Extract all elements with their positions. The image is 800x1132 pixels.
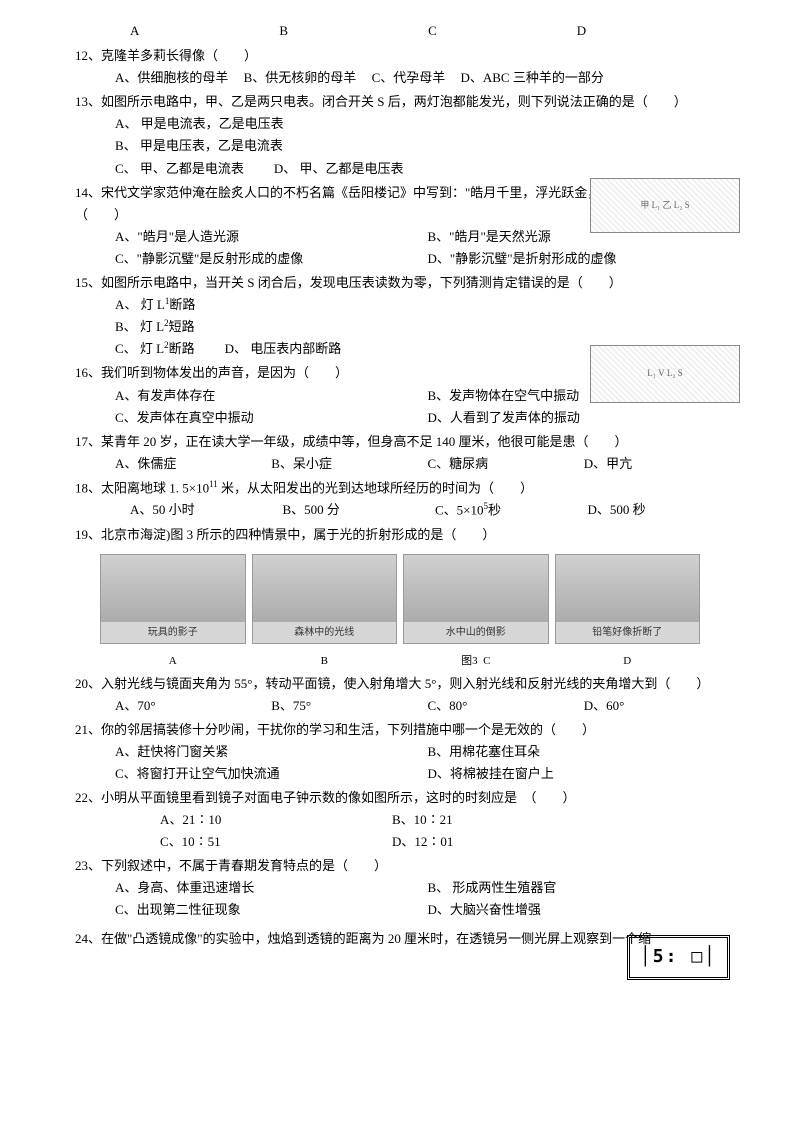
q20-stem: 20、入射光线与镜面夹角为 55°，转动平面镜，使入射角增大 5°，则入射光线和…	[60, 673, 740, 695]
q21-stem: 21、你的邻居搞装修十分吵闹，干扰你的学习和生活，下列措施中哪一个是无效的（ ）	[60, 719, 740, 741]
q15-stem: 15、如图所示电路中，当开关 S 闭合后，发现电压表读数为零，下列猜测肯定错误的…	[60, 272, 740, 294]
q18-options: A、50 小时 B、500 分 C、5×105秒 D、500 秒	[60, 499, 740, 521]
q13-cd: C、 甲、乙都是电流表 D、 甲、乙都是电压表	[60, 158, 740, 180]
q23-b: B、 形成两性生殖器官	[428, 877, 741, 899]
photo-d: 铅笔好像折断了	[555, 554, 701, 644]
q17-c: C、糖尿病	[428, 453, 584, 475]
q13-d: D、 甲、乙都是电压表	[274, 158, 404, 180]
q13-c: C、 甲、乙都是电流表	[115, 158, 244, 180]
q23-c: C、出现第二性征现象	[115, 899, 428, 921]
q13-stem: 13、如图所示电路中，甲、乙是两只电表。闭合开关 S 后，两灯泡都能发光，则下列…	[60, 91, 740, 113]
question-20: 20、入射光线与镜面夹角为 55°，转动平面镜，使入射角增大 5°，则入射光线和…	[60, 673, 740, 717]
q22-b: B、10∶21	[392, 809, 624, 831]
question-12: 12、克隆羊多莉长得像（ ） A、供细胞核的母羊 B、供无核卵的母羊 C、代孕母…	[60, 45, 740, 89]
q13-b: B、 甲是电压表，乙是电流表	[60, 135, 740, 157]
photo-a: 玩具的影子	[100, 554, 246, 644]
q20-b: B、75°	[271, 695, 427, 717]
q15-b: B、 灯 L2 短路	[60, 316, 740, 338]
q17-stem: 17、某青年 20 岁，正在读大学一年级，成绩中等，但身高不足 140 厘米，他…	[60, 431, 740, 453]
q12-options: A、供细胞核的母羊 B、供无核卵的母羊 C、代孕母羊 D、ABC 三种羊的一部分	[60, 67, 740, 89]
q12-c: C、代孕母羊	[372, 67, 446, 89]
question-17: 17、某青年 20 岁，正在读大学一年级，成绩中等，但身高不足 140 厘米，他…	[60, 431, 740, 475]
opt-c-header: C	[428, 20, 437, 42]
photo-c: 水中山的倒影	[403, 554, 549, 644]
q20-d: D、60°	[584, 695, 740, 717]
q19-photo-strip: 玩具的影子 森林中的光线 水中山的倒影 铅笔好像折断了	[60, 550, 740, 648]
q18-a: A、50 小时	[130, 499, 283, 521]
q12-b: B、供无核卵的母羊	[244, 67, 357, 89]
q23-stem: 23、下列叙述中，不属于青春期发育特点的是（ ）	[60, 855, 740, 877]
q16-c: C、发声体在真空中振动	[115, 407, 428, 429]
q16-a: A、有发声体存在	[115, 385, 428, 407]
circuit-diagram-2: L₁ V L₂ S	[590, 345, 740, 403]
q14-c: C、"静影沉璧"是反射形成的虚像	[115, 248, 428, 270]
circuit-diagram-1: 甲 L₁ 乙 L₂ S	[590, 178, 740, 233]
q15-a: A、 灯 L1 断路	[60, 294, 740, 316]
question-18: 18、太阳离地球 1. 5×1011 米，从太阳发出的光到达地球所经历的时间为（…	[60, 477, 740, 522]
q22-a: A、21∶10	[160, 809, 392, 831]
question-19: 19、北京市海淀)图 3 所示的四种情景中，属于光的折射形成的是（ ） 玩具的影…	[60, 524, 740, 671]
q20-a: A、70°	[115, 695, 271, 717]
opt-b-header: B	[279, 20, 288, 42]
q18-d: D、500 秒	[588, 499, 741, 521]
q12-stem: 12、克隆羊多莉长得像（ ）	[60, 45, 740, 67]
header-option-row: A B C D	[60, 20, 740, 42]
clock-mirror-image: │5: □│	[627, 935, 730, 980]
question-13: 13、如图所示电路中，甲、乙是两只电表。闭合开关 S 后，两灯泡都能发光，则下列…	[60, 91, 740, 179]
q23-a: A、身高、体重迅速增长	[115, 877, 428, 899]
q14-d: D、"静影沉璧"是折射形成的虚像	[428, 248, 741, 270]
q22-c: C、10∶51	[160, 831, 392, 853]
q12-d: D、ABC 三种羊的一部分	[460, 67, 603, 89]
q16-d: D、人看到了发声体的振动	[428, 407, 741, 429]
q19-labels: A B 图3 C D	[60, 652, 740, 671]
q18-c: C、5×105秒	[435, 499, 588, 521]
q17-d: D、甲亢	[584, 453, 740, 475]
q21-c: C、将窗打开让空气加快流通	[115, 763, 428, 785]
opt-d-header: D	[577, 20, 586, 42]
q21-a: A、赶快将门窗关紧	[115, 741, 428, 763]
q19-stem: 19、北京市海淀)图 3 所示的四种情景中，属于光的折射形成的是（ ）	[60, 524, 740, 546]
question-23: 23、下列叙述中，不属于青春期发育特点的是（ ） A、身高、体重迅速增长 B、 …	[60, 855, 740, 921]
q17-a: A、侏儒症	[115, 453, 271, 475]
q20-c: C、80°	[428, 695, 584, 717]
q21-d: D、将棉被挂在窗户上	[428, 763, 741, 785]
q21-options: A、赶快将门窗关紧 B、用棉花塞住耳朵 C、将窗打开让空气加快流通 D、将棉被挂…	[60, 741, 740, 785]
q12-a: A、供细胞核的母羊	[115, 67, 228, 89]
opt-a-header: A	[130, 20, 139, 42]
question-22: 22、小明从平面镜里看到镜子对面电子钟示数的像如图所示，这时的时刻应是 （ ） …	[60, 787, 740, 853]
q22-stem: 22、小明从平面镜里看到镜子对面电子钟示数的像如图所示，这时的时刻应是 （ ）	[60, 787, 740, 809]
q23-options: A、身高、体重迅速增长 B、 形成两性生殖器官 C、出现第二性征现象 D、大脑兴…	[60, 877, 740, 921]
q22-d: D、12∶01	[392, 831, 624, 853]
q13-a: A、 甲是电流表，乙是电压表	[60, 113, 740, 135]
q18-stem: 18、太阳离地球 1. 5×1011 米，从太阳发出的光到达地球所经历的时间为（…	[60, 477, 740, 499]
q21-b: B、用棉花塞住耳朵	[428, 741, 741, 763]
q17-b: B、呆小症	[271, 453, 427, 475]
q22-options: A、21∶10 B、10∶21 C、10∶51 D、12∶01	[60, 809, 740, 853]
question-21: 21、你的邻居搞装修十分吵闹，干扰你的学习和生活，下列措施中哪一个是无效的（ ）…	[60, 719, 740, 785]
fig-label: 图3 C	[403, 652, 549, 671]
q23-d: D、大脑兴奋性增强	[428, 899, 741, 921]
q17-options: A、侏儒症 B、呆小症 C、糖尿病 D、甲亢	[60, 453, 740, 475]
photo-b: 森林中的光线	[252, 554, 398, 644]
q20-options: A、70° B、75° C、80° D、60°	[60, 695, 740, 717]
q18-b: B、500 分	[283, 499, 436, 521]
q14-a: A、"皓月"是人造光源	[115, 226, 428, 248]
